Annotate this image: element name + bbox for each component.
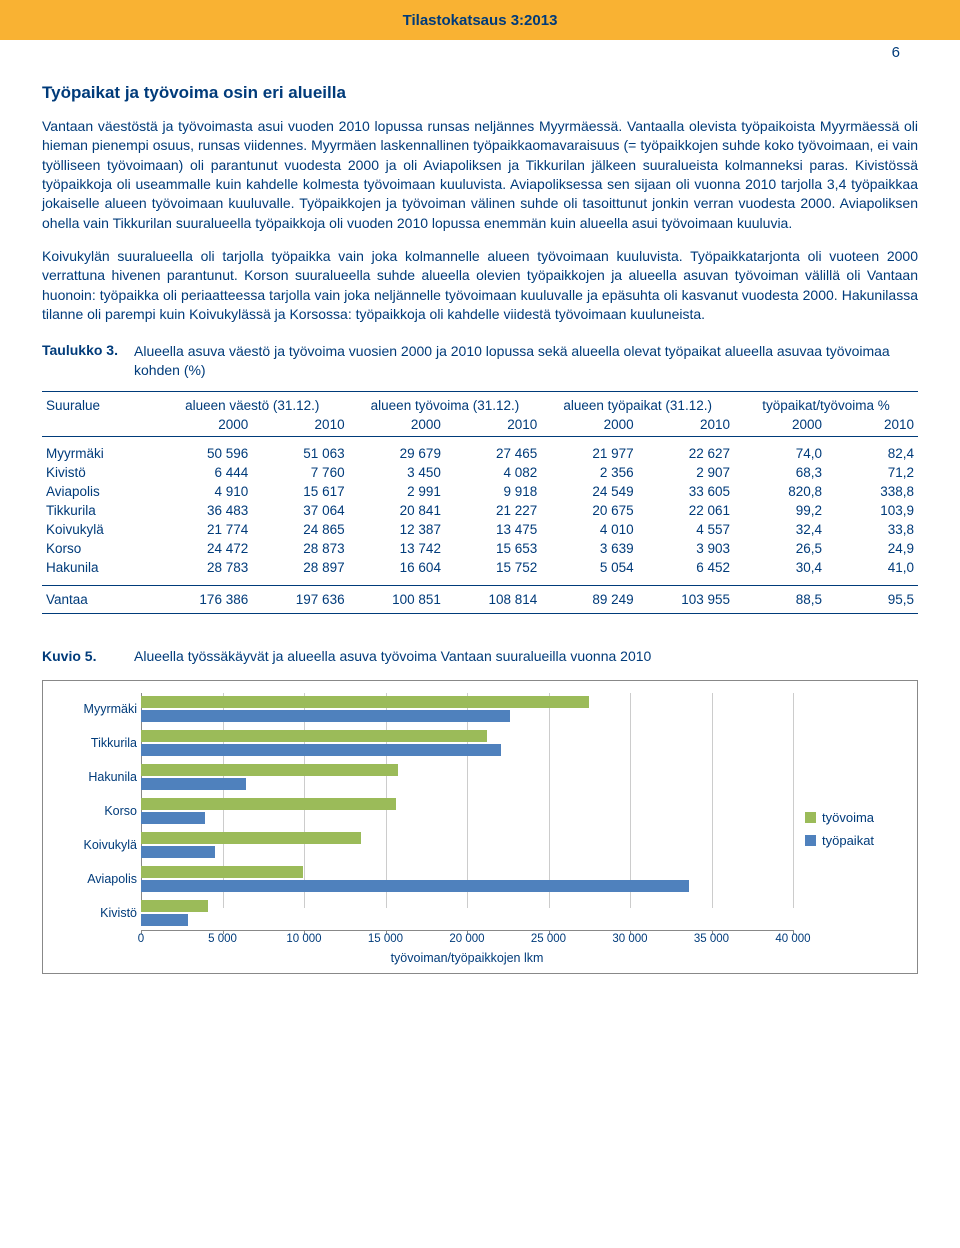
chart-category-row: Aviapolis bbox=[141, 863, 793, 897]
page-content: Työpaikat ja työvoima osin eri alueilla … bbox=[0, 61, 960, 1004]
chart-category-label: Hakunila bbox=[57, 770, 137, 784]
x-tick: 20 000 bbox=[449, 933, 484, 945]
bar-tyopaikat bbox=[141, 744, 501, 756]
col-group-ratio: työpaikat/työvoima % bbox=[734, 391, 918, 415]
chart-category-row: Hakunila bbox=[141, 761, 793, 795]
bar-tyopaikat bbox=[141, 778, 246, 790]
table3-caption: Alueella asuva väestö ja työvoima vuosie… bbox=[134, 342, 918, 381]
chart-category-label: Korso bbox=[57, 804, 137, 818]
x-tick: 30 000 bbox=[612, 933, 647, 945]
table-total-row: Vantaa176 386197 636100 851108 81489 249… bbox=[42, 585, 918, 613]
x-tick: 0 bbox=[138, 933, 144, 945]
x-tick: 10 000 bbox=[286, 933, 321, 945]
col-suuralue: Suuralue bbox=[42, 391, 156, 415]
header-band: Tilastokatsaus 3:2013 bbox=[0, 0, 960, 40]
bar-tyopaikat bbox=[141, 846, 215, 858]
chart5-plot: MyyrmäkiTikkurilaHakunilaKorsoKoivukyläA… bbox=[141, 693, 793, 965]
bar-tyopaikat bbox=[141, 914, 188, 926]
bar-tyovoima bbox=[141, 798, 396, 810]
chart-category-label: Aviapolis bbox=[57, 872, 137, 886]
legend-tyovoima: työvoima bbox=[805, 810, 903, 825]
chart5-legend: työvoima työpaikat bbox=[793, 693, 903, 965]
bar-tyopaikat bbox=[141, 880, 689, 892]
chart-category-row: Korso bbox=[141, 795, 793, 829]
bar-tyovoima bbox=[141, 832, 361, 844]
paragraph-1: Vantaan väestöstä ja työvoimasta asui vu… bbox=[42, 117, 918, 233]
chart-category-row: Tikkurila bbox=[141, 727, 793, 761]
bar-tyovoima bbox=[141, 764, 398, 776]
section-title: Työpaikat ja työvoima osin eri alueilla bbox=[42, 83, 918, 103]
table-row: Hakunila28 78328 89716 60415 7525 0546 4… bbox=[42, 558, 918, 577]
table-row: Myyrmäki50 59651 06329 67927 46521 97722… bbox=[42, 444, 918, 463]
paragraph-2: Koivukylän suuralueella oli tarjolla työ… bbox=[42, 247, 918, 324]
table-row: Tikkurila36 48337 06420 84121 22720 6752… bbox=[42, 501, 918, 520]
table3-label: Taulukko 3. bbox=[42, 342, 134, 381]
legend-swatch-tyopaikat bbox=[805, 835, 816, 846]
chart-category-label: Koivukylä bbox=[57, 838, 137, 852]
table-row: Kivistö6 4447 7603 4504 0822 3562 90768,… bbox=[42, 463, 918, 482]
chart-category-label: Kivistö bbox=[57, 906, 137, 920]
col-group-tyopaikat: alueen työpaikat (31.12.) bbox=[541, 391, 734, 415]
chart-category-row: Koivukylä bbox=[141, 829, 793, 863]
year-2010: 2010 bbox=[252, 415, 348, 437]
table-row: Koivukylä21 77424 86512 38713 4754 0104 … bbox=[42, 520, 918, 539]
x-tick: 5 000 bbox=[208, 933, 237, 945]
legend-swatch-tyovoima bbox=[805, 812, 816, 823]
page-number: 6 bbox=[0, 40, 960, 61]
chart5-caption: Alueella työssäkäyvät ja alueella asuva … bbox=[134, 648, 651, 664]
table3: Suuralue alueen väestö (31.12.) alueen t… bbox=[42, 391, 918, 614]
table3-heading: Taulukko 3. Alueella asuva väestö ja työ… bbox=[42, 342, 918, 381]
header-title: Tilastokatsaus 3:2013 bbox=[403, 12, 558, 29]
col-group-vaesto: alueen väestö (31.12.) bbox=[156, 391, 349, 415]
legend-tyopaikat: työpaikat bbox=[805, 833, 903, 848]
chart5-label: Kuvio 5. bbox=[42, 648, 134, 664]
x-tick: 25 000 bbox=[531, 933, 566, 945]
chart5: MyyrmäkiTikkurilaHakunilaKorsoKoivukyläA… bbox=[42, 680, 918, 974]
bar-tyovoima bbox=[141, 730, 487, 742]
chart-category-row: Myyrmäki bbox=[141, 693, 793, 727]
table-row: Aviapolis4 91015 6172 9919 91824 54933 6… bbox=[42, 482, 918, 501]
col-group-tyovoima: alueen työvoima (31.12.) bbox=[349, 391, 542, 415]
x-tick: 15 000 bbox=[368, 933, 403, 945]
year-2000: 2000 bbox=[156, 415, 252, 437]
chart-category-label: Myyrmäki bbox=[57, 702, 137, 716]
chart-category-label: Tikkurila bbox=[57, 736, 137, 750]
bar-tyovoima bbox=[141, 866, 303, 878]
chart5-x-title: työvoiman/työpaikkojen lkm bbox=[141, 951, 793, 965]
bar-tyovoima bbox=[141, 696, 589, 708]
bar-tyovoima bbox=[141, 900, 208, 912]
bar-tyopaikat bbox=[141, 710, 510, 722]
bar-tyopaikat bbox=[141, 812, 205, 824]
chart5-heading: Kuvio 5. Alueella työssäkäyvät ja alueel… bbox=[42, 648, 918, 664]
x-tick: 35 000 bbox=[694, 933, 729, 945]
x-tick: 40 000 bbox=[775, 933, 810, 945]
table-row: Korso24 47228 87313 74215 6533 6393 9032… bbox=[42, 539, 918, 558]
chart-category-row: Kivistö bbox=[141, 897, 793, 931]
